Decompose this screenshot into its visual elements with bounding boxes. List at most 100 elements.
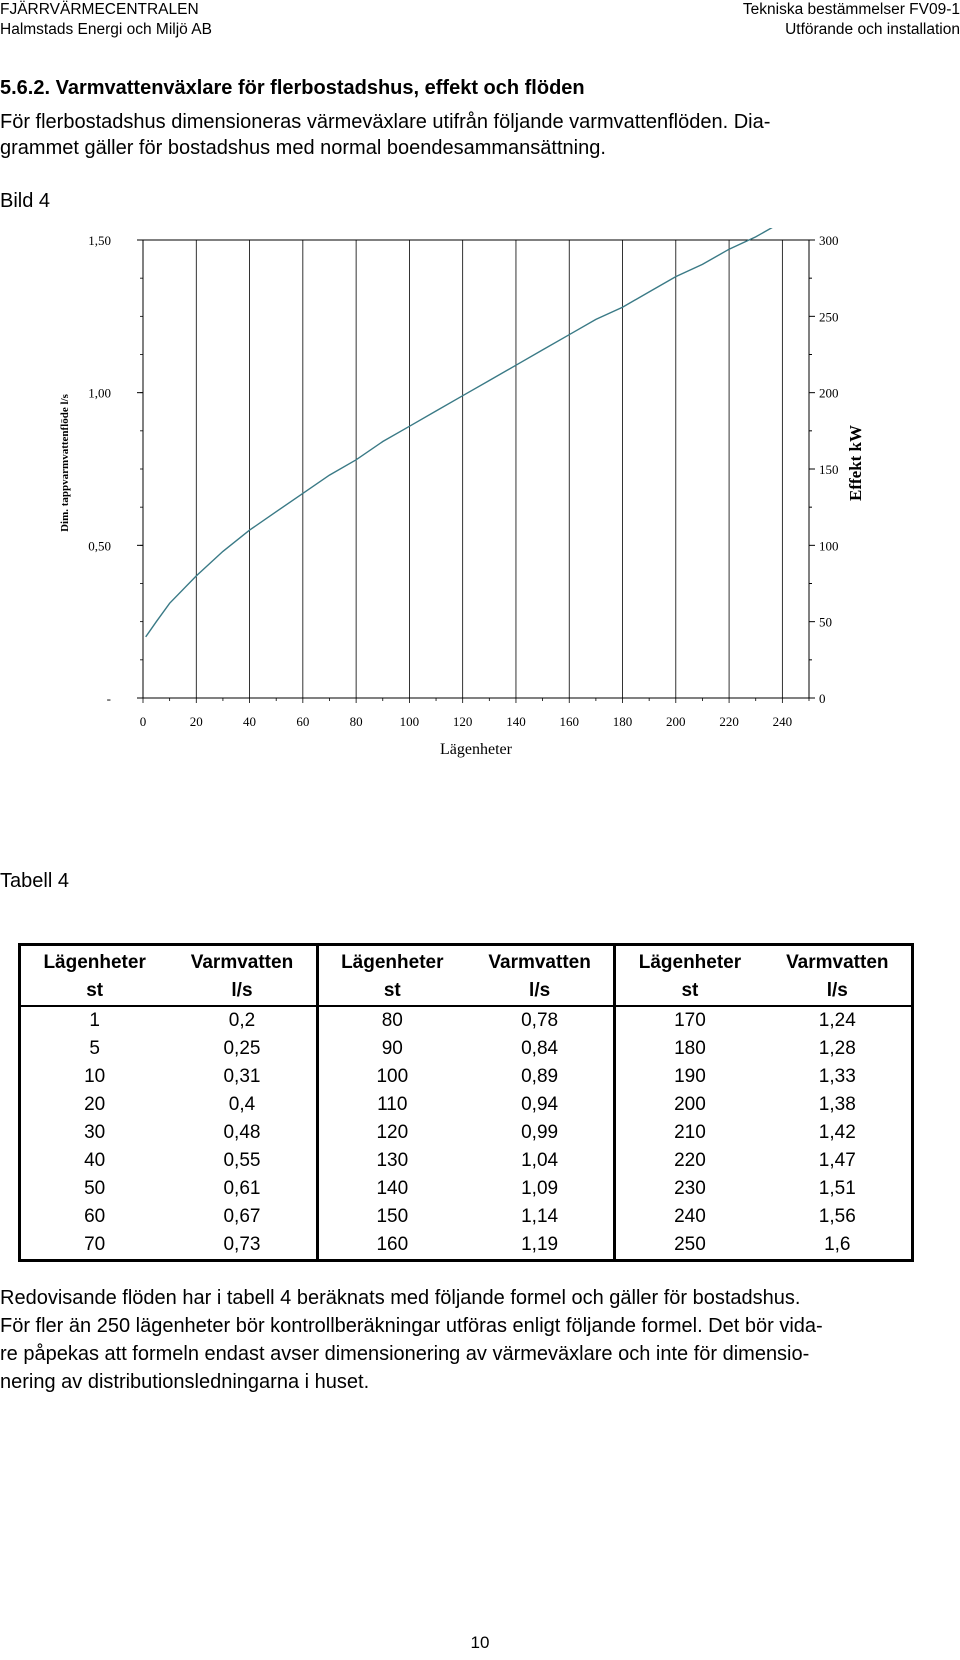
- plot-frame: [142, 239, 810, 699]
- table-cell: 0,2: [228, 1010, 256, 1031]
- table-cell: 60: [84, 1206, 106, 1227]
- table-cell: 10: [84, 1066, 106, 1087]
- table-cell: 1,09: [521, 1178, 559, 1199]
- header-doc-title: Tekniska bestämmelser FV09-1: [742, 1, 960, 18]
- intro-paragraph: För flerbostadshus dimensioneras värmevä…: [0, 110, 950, 161]
- y-right-tick-label: 0: [819, 691, 826, 706]
- footer-line: re påpekas att formeln endast avser dime…: [0, 1343, 810, 1365]
- table-cell: 20: [84, 1094, 106, 1115]
- table-cell: 130: [315, 1147, 466, 1175]
- y-right-axis-title: Effekt kW: [846, 425, 865, 501]
- footer-line: Redovisande flöden har i tabell 4 beräkn…: [0, 1287, 801, 1309]
- table-cell: 70: [84, 1234, 106, 1255]
- table-cell: 1,19: [521, 1234, 559, 1255]
- table-header-cell: Varmvatten: [786, 952, 889, 973]
- table-cell: 180: [613, 1035, 764, 1063]
- y-left-axis-title: Dim. tappvarmvattenflöde l/s: [59, 393, 71, 532]
- y-right-tick-label: 150: [819, 462, 839, 477]
- table-header-cell: Varmvatten: [488, 952, 591, 973]
- table-cell: 1,28: [818, 1038, 856, 1059]
- table-row: 60 0,67 150 1,14 240 1,56: [20, 1203, 913, 1231]
- series-line: [145, 228, 773, 638]
- header-company: Halmstads Energi och Miljö AB: [0, 21, 212, 38]
- table-cell: 0,84: [521, 1038, 559, 1059]
- y-left-tick-label: 1,50: [88, 233, 111, 248]
- table-cell: 1,51: [818, 1178, 856, 1199]
- table-row: 70 0,73 160 1,19 250 1,6: [20, 1231, 913, 1261]
- flow-effect-chart: - 0,50 1,00 1,50 0 50 100 150 200 250 300 0 20 40 60 80…: [59, 228, 865, 758]
- table-row: 30 0,48 120 0,99 210 1,42: [20, 1119, 913, 1147]
- table-row: 20 0,4 110 0,94 200 1,38: [20, 1091, 913, 1119]
- table-unit-cell: l/s: [168, 977, 318, 1007]
- y-right-tick-label: 200: [819, 386, 839, 401]
- y-left-tick-label: -: [107, 691, 111, 706]
- table-cell: 40: [84, 1150, 106, 1171]
- table-cell: 100: [315, 1063, 466, 1091]
- table-cell: 210: [613, 1119, 764, 1147]
- x-tick-label: 20: [190, 714, 203, 729]
- table-row: 5 0,25 90 0,84 180 1,28: [20, 1035, 913, 1063]
- table-cell: 50: [84, 1178, 106, 1199]
- table-header-cell: Lägenheter: [613, 944, 764, 977]
- table-header-cell: Lägenheter: [43, 952, 146, 973]
- table-unit-cell: st: [315, 977, 466, 1007]
- table-cell: 0,78: [521, 1010, 559, 1031]
- table-cell: 1,04: [521, 1150, 559, 1171]
- table-cell: 0,55: [223, 1150, 261, 1171]
- table-row: 40 0,55 130 1,04 220 1,47: [20, 1147, 913, 1175]
- x-tick-label: 220: [719, 714, 739, 729]
- table-row: 10 0,31 100 0,89 190 1,33: [20, 1063, 913, 1091]
- footer-line: För fler än 250 lägenheter bör kontrollb…: [0, 1315, 823, 1337]
- table-cell: 1,47: [818, 1150, 856, 1171]
- table-cell: 170: [613, 1006, 764, 1035]
- x-tick-label: 40: [243, 714, 256, 729]
- table-cell: 150: [315, 1203, 466, 1231]
- intro-line: För flerbostadshus dimensioneras värmevä…: [0, 111, 771, 133]
- table-cell: 250: [613, 1231, 764, 1261]
- table-cell: 0,4: [228, 1094, 256, 1115]
- table-cell: 140: [315, 1175, 466, 1203]
- x-tick-label: 160: [559, 714, 579, 729]
- figure-label: Bild 4: [0, 190, 51, 212]
- table-cell: 90: [315, 1035, 466, 1063]
- table-unit-row: st l/s st l/s st l/s: [19, 977, 913, 1007]
- table-cell: 0,94: [521, 1094, 559, 1115]
- intro-line: grammet gäller för bostadshus med normal…: [0, 136, 606, 159]
- table-cell: 1,38: [818, 1094, 856, 1115]
- table-cell: 1,42: [818, 1122, 856, 1143]
- table-cell: 230: [613, 1175, 764, 1203]
- table-cell: 1,14: [521, 1206, 559, 1227]
- table-cell: 1,6: [824, 1234, 851, 1255]
- table-unit-cell: l/s: [465, 977, 615, 1007]
- table-cell: 1,24: [818, 1010, 856, 1031]
- y-left-tick-label: 0,50: [88, 538, 111, 553]
- header-org-title: FJÄRRVÄRMECENTRALEN: [0, 1, 199, 18]
- table-cell: 0,67: [223, 1206, 261, 1227]
- x-tick-label: 240: [773, 714, 793, 729]
- table-cell: 240: [613, 1203, 764, 1231]
- table-cell: 1,33: [818, 1066, 856, 1087]
- table-cell: 0,25: [223, 1038, 261, 1059]
- table-cell: 30: [84, 1122, 106, 1143]
- table-cell: 0,73: [223, 1234, 261, 1255]
- x-tick-label: 140: [506, 714, 526, 729]
- table-cell: 110: [315, 1091, 466, 1119]
- table-cell: 200: [613, 1091, 764, 1119]
- y-right-tick-label: 250: [819, 309, 839, 324]
- table-cell: 0,89: [521, 1066, 559, 1087]
- table-cell: 5: [89, 1038, 100, 1059]
- document-header-left: FJÄRRVÄRMECENTRALEN Halmstads Energi och…: [0, 0, 212, 40]
- table-header-row: Lägenheter Varmvatten Lägenheter Varmvat…: [20, 944, 913, 977]
- table-cell: 0,99: [521, 1122, 559, 1143]
- table-cell: 220: [613, 1147, 764, 1175]
- table-header-cell: Lägenheter: [315, 944, 466, 977]
- table-cell: 80: [315, 1006, 466, 1035]
- y-right-tick-label: 50: [819, 615, 832, 630]
- table-cell: 160: [315, 1231, 466, 1261]
- y-left-tick-label: 1,00: [88, 386, 111, 401]
- table-unit-cell: st: [613, 977, 764, 1007]
- table-unit-cell: st: [19, 977, 169, 1007]
- header-doc-subtitle: Utförande och installation: [785, 21, 960, 38]
- table-cell: 1: [89, 1010, 100, 1031]
- table-row: 50 0,61 140 1,09 230 1,51: [20, 1175, 913, 1203]
